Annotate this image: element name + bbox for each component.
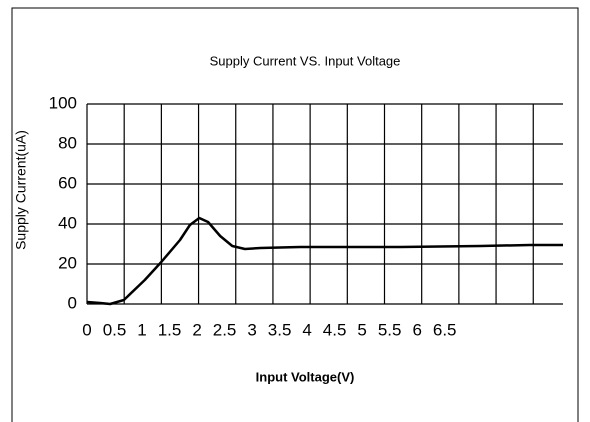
- x-tick-label: 3: [247, 320, 256, 339]
- x-tick-label: 5: [357, 320, 366, 339]
- x-tick-label: 6.5: [433, 320, 457, 339]
- x-tick-label: 4.5: [323, 320, 347, 339]
- x-axis-label: Input Voltage(V): [256, 369, 355, 384]
- x-tick-label: 1.5: [158, 320, 182, 339]
- line-series: [86, 216, 563, 306]
- y-axis-label: Supply Current(uA): [13, 130, 29, 250]
- y-tick-label: 40: [58, 213, 77, 232]
- y-tick-label: 100: [49, 93, 77, 112]
- y-tick-label: 60: [58, 173, 77, 192]
- y-tick-label: 80: [58, 133, 77, 152]
- chart-title: Supply Current VS. Input Voltage: [210, 53, 401, 68]
- x-tick-label: 2: [192, 320, 201, 339]
- y-tick-label: 0: [68, 293, 77, 312]
- x-tick-label: 3.5: [268, 320, 292, 339]
- x-tick-label: 1: [137, 320, 146, 339]
- x-tick-label: 4: [302, 320, 311, 339]
- y-tick-label: 20: [58, 253, 77, 272]
- x-tick-label: 6: [412, 320, 421, 339]
- x-tick-label: 5.5: [378, 320, 402, 339]
- x-tick-label: 0: [82, 320, 91, 339]
- frame: [11, 7, 579, 422]
- x-tick-label: 0.5: [103, 320, 127, 339]
- x-tick-label: 2.5: [213, 320, 237, 339]
